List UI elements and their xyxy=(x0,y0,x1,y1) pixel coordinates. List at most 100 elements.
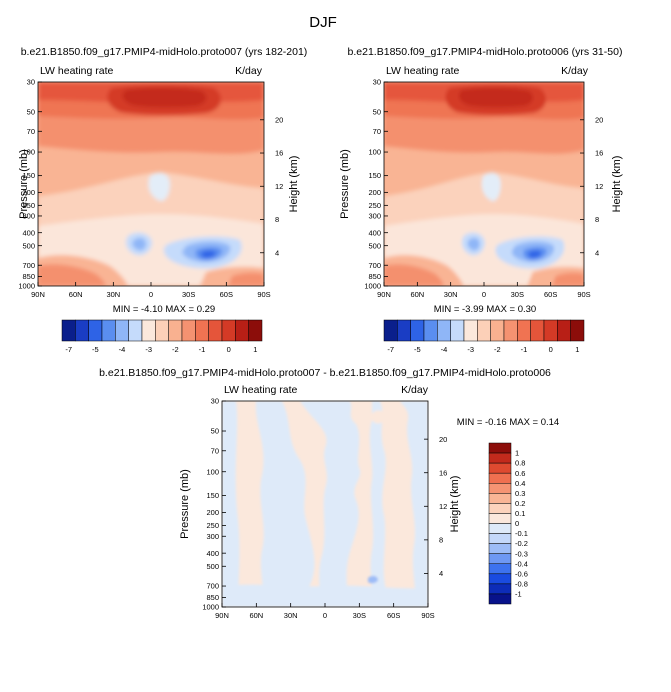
panel-a-colorbar-swatch xyxy=(248,319,263,342)
panel-a-stats: MIN = -4.10 MAX = 0.29 xyxy=(113,304,215,315)
panel-a-colorbar-swatch xyxy=(155,319,169,342)
panel-c-y-tick-label: 150 xyxy=(206,491,219,500)
panel-a-colorbar-swatch xyxy=(181,319,196,342)
panel-b-x-tick-label: 90N xyxy=(377,290,391,299)
panel-c-y-tick-label: 500 xyxy=(206,562,219,571)
panel-a-colorbar-swatch xyxy=(88,319,103,342)
panel-c-x-tick-label: 30N xyxy=(284,611,298,620)
panel-c-colorbar-label: 0.6 xyxy=(515,469,525,478)
panel-b-y-tick-label: 400 xyxy=(368,228,381,237)
panel-b-y-tick-label: 50 xyxy=(373,107,381,116)
panel-c-y-tick-label: 50 xyxy=(211,427,219,436)
panel-c-colorbar-label: -1 xyxy=(515,590,522,599)
panel-c-colorbar-swatch xyxy=(488,523,512,534)
panel-a-colorbar-label: -4 xyxy=(119,345,126,354)
panel-b-units-label: K/day xyxy=(561,65,589,77)
panel-c-y-tick-label: 700 xyxy=(206,582,219,591)
panel-b-stats: MIN = -3.99 MAX = 0.30 xyxy=(434,304,536,315)
panel-b-colorbar-swatch xyxy=(517,319,531,342)
panel-a-colorbar-label: -2 xyxy=(172,345,179,354)
panel-c-colorbar-label: 1 xyxy=(515,449,519,458)
panel-c-x-tick-label: 60N xyxy=(249,611,263,620)
panel-b-colorbar-label: 0 xyxy=(549,345,553,354)
panel-b-colorbar-swatch xyxy=(463,319,478,342)
panel-c-colorbar-label: 0.8 xyxy=(515,459,525,468)
panel-a-colorbar: -7 -5 -4 -3 -2 -1 0 1 xyxy=(61,319,263,354)
panel-c-colorbar-swatch xyxy=(488,553,512,564)
panel-a-height-tick-label: 16 xyxy=(275,149,283,158)
panel-a-colorbar-label: 0 xyxy=(227,345,231,354)
panel-b-colorbar-swatch xyxy=(410,319,425,342)
panel-a-colorbar-swatch xyxy=(168,319,183,342)
panel-a-units-label: K/day xyxy=(235,65,263,77)
panel-c-units-label: K/day xyxy=(401,384,429,396)
panel-c-right-ylabel: Height (km) xyxy=(449,476,461,533)
panel-a-colorbar-swatch xyxy=(235,319,249,342)
panel-a-y-tick-label: 250 xyxy=(22,201,35,210)
panel-a-colorbar-label: -5 xyxy=(92,345,99,354)
panel-c-colorbar-label: -0.2 xyxy=(515,539,528,548)
panel-a-y-tick-label: 30 xyxy=(27,78,35,87)
panel-c-y-tick-label: 400 xyxy=(206,549,219,558)
panel-c-colorbar-label: -0.8 xyxy=(515,579,528,588)
panel-a-height-tick-label: 20 xyxy=(275,115,283,124)
panel-a-colorbar-label: -1 xyxy=(199,345,206,354)
panel-a-colorbar-label: 1 xyxy=(253,345,257,354)
panel-a-colorbar-swatch xyxy=(61,319,76,342)
panel-b-x-tick-label: 30S xyxy=(511,290,524,299)
panel-b-colorbar-swatch xyxy=(530,319,545,342)
panel-c-colorbar-swatch xyxy=(488,483,512,494)
panel-c-x-tick-label: 90N xyxy=(215,611,229,620)
panel-b-y-tick-label: 500 xyxy=(368,241,381,250)
panel-b-colorbar: -7 -5 -4 -3 -2 -1 0 1 xyxy=(383,319,585,354)
panel-c-height-tick-label: 12 xyxy=(439,502,447,511)
page-title: DJF xyxy=(309,14,337,31)
panel-c-y-tick-label: 70 xyxy=(211,446,219,455)
panel-b-height-tick-label: 12 xyxy=(595,182,603,191)
panel-a-height-tick-label: 4 xyxy=(275,248,279,257)
panel-c-colorbar-swatch xyxy=(488,472,512,484)
panel-c-x-tick-label: 60S xyxy=(387,611,400,620)
panel-b-x-tick-label: 0 xyxy=(482,290,486,299)
panel-c-variable-label: LW heating rate xyxy=(224,384,298,396)
panel-b-height-tick-label: 20 xyxy=(595,115,603,124)
panel-b-variable-label: LW heating rate xyxy=(386,65,460,77)
panel-a-colorbar-swatch xyxy=(208,319,223,342)
panel-b-y-tick-label: 200 xyxy=(368,188,381,197)
panel-c-y-tick-label: 200 xyxy=(206,508,219,517)
panel-b-colorbar-swatch xyxy=(490,319,505,342)
panel-c-height-tick-label: 20 xyxy=(439,435,447,444)
panel-c-colorbar-label: 0.1 xyxy=(515,509,525,518)
panel-c-colorbar-label: -0.6 xyxy=(515,569,528,578)
panel-a-colorbar-swatch xyxy=(75,319,89,342)
panel-c-colorbar-label: -0.4 xyxy=(515,559,528,568)
panel-b-colorbar-swatch xyxy=(423,319,438,342)
panel-a-colorbar-swatch xyxy=(221,319,236,342)
panel-b-colorbar-label: -5 xyxy=(414,345,421,354)
panel-a-y-tick-label: 700 xyxy=(22,261,35,270)
panel-a-colorbar-swatch xyxy=(101,319,116,342)
panel-a-y-tick-label: 100 xyxy=(22,148,35,157)
panel-b-colorbar-swatch xyxy=(570,319,585,342)
panel-b-y-tick-label: 250 xyxy=(368,201,381,210)
panel-a-height-tick-label: 8 xyxy=(275,215,279,224)
panel-b-y-tick-label: 30 xyxy=(373,78,381,87)
panel-c-colorbar-swatch xyxy=(488,593,512,605)
panel-b-colorbar-swatch xyxy=(397,319,411,342)
panel-c-colorbar-label: 0.3 xyxy=(515,489,525,498)
panel-a-y-tick-label: 150 xyxy=(22,171,35,180)
panel-c-y-tick-label: 30 xyxy=(211,397,219,406)
panel-c-colorbar-label: 0 xyxy=(515,519,519,528)
panel-a-ylabel: Pressure (mb) xyxy=(18,149,30,219)
panel-a: b.e21.B1850.f09_g17.PMIP4-midHolo.proto0… xyxy=(18,46,307,354)
panel-c-stats: MIN = -0.16 MAX = 0.14 xyxy=(457,417,559,428)
panel-a-x-tick-label: 90N xyxy=(31,290,45,299)
panel-a-x-tick-label: 60N xyxy=(69,290,83,299)
panel-a-y-tick-label: 300 xyxy=(22,212,35,221)
panel-a-y-tick-label: 50 xyxy=(27,107,35,116)
panel-b-colorbar-label: -7 xyxy=(387,345,394,354)
panel-b-height-tick-label: 8 xyxy=(595,215,599,224)
panel-a-heatmap xyxy=(38,82,264,286)
panel-a-height-tick-label: 12 xyxy=(275,182,283,191)
panel-c-y-tick-label: 300 xyxy=(206,532,219,541)
